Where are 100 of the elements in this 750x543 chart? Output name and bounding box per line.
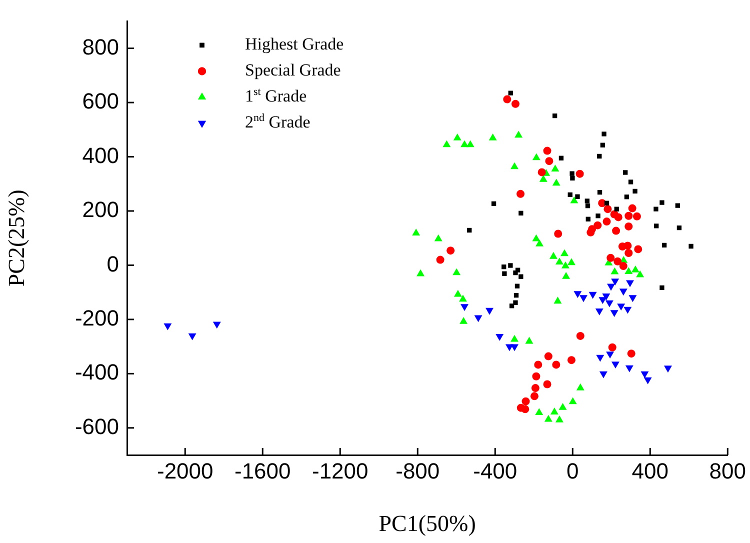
point bbox=[164, 323, 172, 330]
legend-label: Highest Grade bbox=[245, 34, 344, 54]
point bbox=[549, 252, 558, 259]
point bbox=[614, 213, 622, 222]
point bbox=[570, 196, 578, 204]
point bbox=[567, 356, 576, 364]
point bbox=[594, 221, 602, 230]
point bbox=[522, 397, 530, 406]
point bbox=[676, 225, 682, 230]
point bbox=[518, 210, 524, 216]
point bbox=[576, 170, 584, 178]
point bbox=[496, 334, 504, 341]
point bbox=[502, 264, 506, 270]
point bbox=[530, 392, 538, 400]
point bbox=[662, 242, 667, 248]
point bbox=[446, 246, 455, 255]
point bbox=[434, 234, 442, 242]
point bbox=[644, 377, 652, 384]
point bbox=[509, 304, 514, 308]
point bbox=[552, 178, 560, 186]
point bbox=[604, 200, 610, 206]
y-tick-label: 0 bbox=[106, 251, 119, 276]
point bbox=[596, 214, 600, 218]
point bbox=[597, 154, 602, 159]
point bbox=[568, 192, 572, 198]
point bbox=[513, 300, 518, 305]
point bbox=[625, 365, 634, 372]
point bbox=[632, 212, 641, 220]
point bbox=[545, 157, 554, 166]
point bbox=[536, 239, 544, 246]
point bbox=[619, 288, 628, 296]
point bbox=[453, 133, 462, 140]
x-tick-label: -800 bbox=[396, 458, 440, 484]
point bbox=[596, 354, 604, 362]
point bbox=[636, 270, 644, 278]
point bbox=[212, 322, 221, 329]
point bbox=[514, 130, 523, 138]
y-tick-label: 400 bbox=[82, 142, 119, 168]
point bbox=[612, 226, 620, 235]
point bbox=[454, 290, 462, 297]
point bbox=[600, 142, 606, 148]
point bbox=[513, 270, 518, 276]
point bbox=[654, 206, 658, 212]
point bbox=[551, 164, 560, 172]
point bbox=[562, 272, 570, 279]
point bbox=[624, 306, 632, 314]
point bbox=[567, 258, 576, 266]
point bbox=[474, 315, 482, 322]
point bbox=[624, 194, 630, 200]
point bbox=[574, 291, 582, 298]
point bbox=[466, 140, 474, 148]
point bbox=[532, 153, 540, 160]
point bbox=[614, 257, 622, 266]
point bbox=[628, 180, 634, 184]
point bbox=[614, 206, 619, 212]
point bbox=[628, 204, 636, 212]
point bbox=[412, 228, 420, 236]
point bbox=[588, 292, 597, 299]
point bbox=[436, 256, 444, 264]
point bbox=[634, 245, 642, 254]
point bbox=[624, 249, 633, 258]
point bbox=[602, 218, 611, 226]
point bbox=[605, 300, 614, 308]
point bbox=[584, 198, 590, 204]
point bbox=[561, 261, 570, 268]
y-axis-title: PC2(25%) bbox=[4, 190, 29, 287]
y-tick-label: -200 bbox=[74, 306, 119, 330]
point bbox=[521, 405, 530, 414]
point bbox=[586, 216, 590, 222]
point bbox=[604, 205, 612, 214]
point bbox=[534, 360, 542, 369]
point bbox=[660, 285, 664, 290]
point bbox=[491, 201, 496, 206]
point bbox=[543, 380, 552, 388]
point bbox=[460, 140, 469, 148]
point bbox=[486, 308, 494, 315]
point bbox=[188, 333, 196, 340]
x-axis-title: PC1(50%) bbox=[378, 511, 476, 536]
point bbox=[627, 350, 636, 358]
point bbox=[503, 95, 512, 104]
point bbox=[580, 295, 588, 302]
point bbox=[558, 156, 564, 160]
point bbox=[442, 140, 451, 148]
point bbox=[632, 188, 638, 194]
y-tick-label: -600 bbox=[74, 414, 119, 439]
point bbox=[516, 190, 525, 198]
point bbox=[640, 371, 649, 378]
point bbox=[624, 267, 633, 274]
point bbox=[502, 271, 507, 276]
point bbox=[606, 352, 614, 358]
point bbox=[602, 132, 606, 136]
point bbox=[585, 204, 590, 208]
point bbox=[514, 292, 519, 298]
point bbox=[570, 176, 575, 181]
point bbox=[623, 170, 628, 175]
point bbox=[597, 190, 602, 195]
point bbox=[575, 194, 580, 199]
point bbox=[619, 262, 628, 270]
point bbox=[631, 265, 640, 272]
point bbox=[539, 174, 548, 182]
